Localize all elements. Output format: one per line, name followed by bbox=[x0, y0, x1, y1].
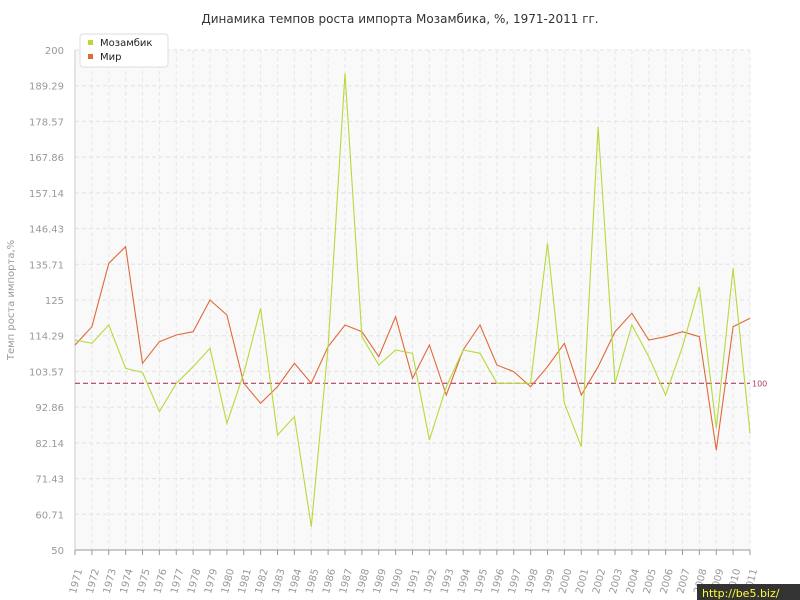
x-tick-label: 1993 bbox=[439, 568, 456, 595]
x-tick-label: 1990 bbox=[389, 568, 406, 595]
y-tick-label: 135.71 bbox=[29, 260, 64, 271]
legend-label-world: Мир bbox=[100, 52, 121, 63]
y-tick-label: 178.57 bbox=[29, 117, 64, 128]
x-tick-label: 1995 bbox=[473, 568, 490, 595]
y-tick-label: 146.43 bbox=[29, 225, 64, 236]
x-tick-label: 1982 bbox=[254, 568, 271, 595]
x-tick-label: 1994 bbox=[456, 568, 473, 595]
x-tick-label: 2000 bbox=[557, 568, 574, 595]
x-tick-label: 2005 bbox=[642, 568, 659, 595]
watermark[interactable]: http://be5.biz/ bbox=[697, 584, 800, 600]
x-tick-label: 1998 bbox=[524, 568, 541, 595]
x-tick-label: 1976 bbox=[152, 568, 169, 595]
x-tick-label: 1971 bbox=[68, 568, 85, 595]
x-tick-label: 1974 bbox=[119, 568, 136, 595]
y-tick-label: 114.29 bbox=[29, 332, 64, 343]
legend-label-mozambique: Мозамбик bbox=[100, 38, 152, 49]
y-tick-label: 189.29 bbox=[29, 82, 64, 93]
x-tick-label: 2001 bbox=[574, 568, 591, 595]
y-tick-label: 167.86 bbox=[29, 153, 64, 164]
watermark-text: http://be5.biz/ bbox=[702, 587, 780, 600]
x-tick-label: 1992 bbox=[422, 568, 439, 595]
y-axis-label: Темп роста импорта,% bbox=[6, 240, 17, 361]
y-tick-label: 50 bbox=[51, 546, 64, 557]
x-tick-label: 1991 bbox=[405, 568, 422, 595]
x-tick-label: 1978 bbox=[186, 568, 203, 595]
series-line-world bbox=[74, 245, 751, 451]
x-tick-label: 1999 bbox=[540, 568, 557, 595]
x-tick-label: 2007 bbox=[675, 568, 692, 595]
x-tick-label: 1997 bbox=[507, 568, 524, 595]
y-tick-label: 125 bbox=[45, 296, 64, 307]
x-tick-label: 1986 bbox=[321, 568, 338, 595]
legend[interactable]: Мозамбик Мир bbox=[79, 33, 169, 68]
reference-line: 100 bbox=[75, 379, 767, 388]
chart-title: Динамика темпов роста импорта Мозамбика,… bbox=[201, 12, 598, 26]
x-tick-label: 1981 bbox=[237, 568, 254, 595]
x-tick-label: 2004 bbox=[625, 568, 642, 595]
legend-swatch-mozambique bbox=[88, 40, 93, 45]
series-group bbox=[74, 73, 751, 527]
grid bbox=[74, 49, 751, 551]
x-tick-label: 1983 bbox=[270, 568, 287, 595]
legend-swatch-world bbox=[88, 54, 93, 59]
legend-box bbox=[79, 33, 169, 68]
x-tick-label: 1988 bbox=[355, 568, 372, 595]
watermark-box bbox=[697, 584, 800, 600]
x-tick-label: 1975 bbox=[135, 568, 152, 595]
y-tick-label: 60.71 bbox=[35, 510, 64, 521]
y-tick-label: 157.14 bbox=[29, 189, 64, 200]
x-tick-label: 2006 bbox=[659, 568, 676, 595]
x-tick-label: 1973 bbox=[102, 568, 119, 595]
x-tick-label: 1977 bbox=[169, 568, 186, 595]
x-tick-label: 1979 bbox=[203, 568, 220, 595]
y-tick-label: 82.14 bbox=[35, 439, 64, 450]
reference-line-label: 100 bbox=[752, 379, 767, 388]
y-tick-label: 71.43 bbox=[35, 475, 64, 486]
y-tick-label: 103.57 bbox=[29, 367, 64, 378]
x-tick-label: 1984 bbox=[287, 568, 304, 595]
x-tick-label: 1996 bbox=[490, 568, 507, 595]
series-line-mozambique bbox=[74, 73, 751, 527]
y-tick-label: 200 bbox=[45, 46, 64, 57]
x-axis: 1971 1972 1973 1974 1975 1976 1977 1978 1979 1980… bbox=[68, 550, 760, 595]
y-axis: 50 60.71 71.43 82.14 92.86 103.57 114.29 125 135… bbox=[29, 46, 64, 557]
x-tick-label: 1989 bbox=[372, 568, 389, 595]
x-tick-label: 1987 bbox=[338, 568, 355, 595]
x-tick-label: 1980 bbox=[220, 568, 237, 595]
x-tick-label: 1985 bbox=[304, 568, 321, 595]
x-tick-label: 1972 bbox=[85, 568, 102, 595]
y-tick-label: 92.86 bbox=[35, 403, 64, 414]
x-tick-label: 2003 bbox=[608, 568, 625, 595]
x-tick-label: 2002 bbox=[591, 568, 608, 595]
